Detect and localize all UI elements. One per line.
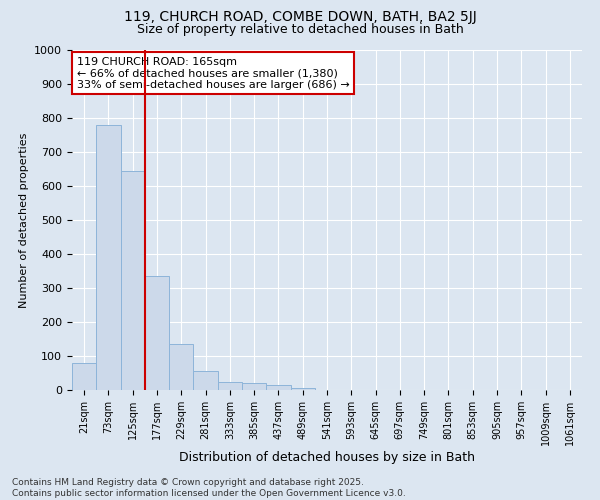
Y-axis label: Number of detached properties: Number of detached properties	[19, 132, 29, 308]
Text: 119, CHURCH ROAD, COMBE DOWN, BATH, BA2 5JJ: 119, CHURCH ROAD, COMBE DOWN, BATH, BA2 …	[124, 10, 476, 24]
Text: Contains HM Land Registry data © Crown copyright and database right 2025.
Contai: Contains HM Land Registry data © Crown c…	[12, 478, 406, 498]
Bar	[218, 382, 242, 390]
Bar	[242, 383, 266, 390]
Bar	[145, 276, 169, 390]
Text: Size of property relative to detached houses in Bath: Size of property relative to detached ho…	[137, 22, 463, 36]
Bar	[72, 363, 96, 390]
Text: 119 CHURCH ROAD: 165sqm
← 66% of detached houses are smaller (1,380)
33% of semi: 119 CHURCH ROAD: 165sqm ← 66% of detache…	[77, 57, 350, 90]
Bar	[266, 385, 290, 390]
Bar	[193, 370, 218, 390]
X-axis label: Distribution of detached houses by size in Bath: Distribution of detached houses by size …	[179, 450, 475, 464]
Bar	[121, 170, 145, 390]
Bar	[169, 344, 193, 390]
Bar	[290, 388, 315, 390]
Bar	[96, 125, 121, 390]
